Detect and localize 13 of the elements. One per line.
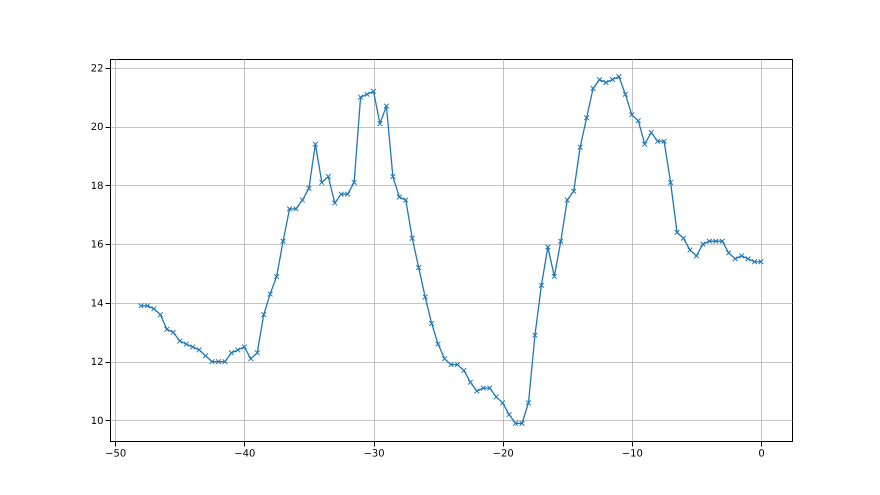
y-tick-label: 22 [90, 63, 104, 74]
y-tick-label: 14 [90, 298, 104, 310]
y-tick-label: 16 [90, 240, 104, 251]
x-tick-label: 0 [758, 448, 765, 460]
x-tick-label: −20 [492, 448, 514, 460]
x-tick-label: −50 [105, 448, 126, 460]
x-tick-label: −10 [622, 448, 643, 460]
x-tick-label: −30 [363, 448, 385, 460]
y-tick-label: 10 [90, 416, 104, 427]
y-tick-label: 20 [90, 122, 104, 134]
x-tick-label: −40 [234, 448, 256, 460]
y-tick-label: 12 [90, 357, 104, 368]
y-tick-label: 18 [90, 180, 104, 192]
